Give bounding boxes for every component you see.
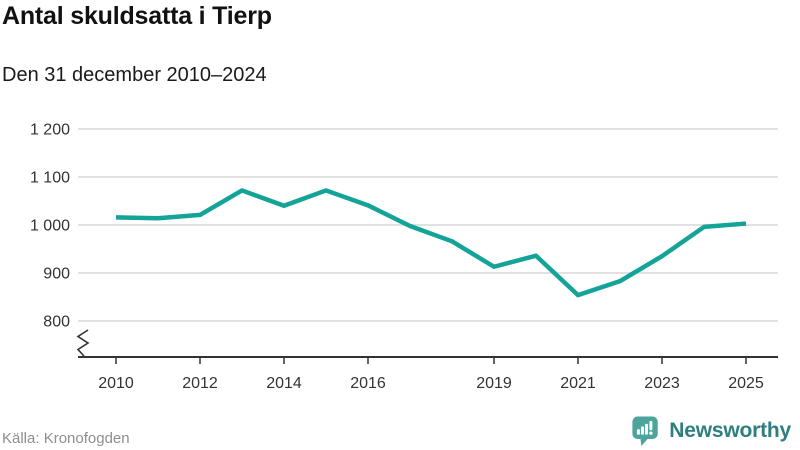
y-tick-label: 900: [43, 266, 70, 283]
chart-subtitle: Den 31 december 2010–2024: [2, 64, 267, 86]
source-label: Källa: Kronofogden: [2, 430, 130, 447]
bar-medium: [641, 426, 645, 435]
x-tick-label: 2019: [476, 375, 512, 392]
x-tick-label: 2012: [182, 375, 218, 392]
x-tick-label: 2010: [98, 375, 134, 392]
newsworthy-speech-bubble-icon: [632, 416, 659, 446]
x-tick-label: 2025: [728, 375, 764, 392]
x-tick-label: 2016: [350, 375, 386, 392]
y-tick-label: 1 000: [30, 218, 70, 235]
page-title: Antal skuldsatta i Tierp: [2, 2, 272, 30]
bar-short: [637, 429, 641, 435]
y-tick-label: 1 100: [30, 170, 70, 187]
x-tick-label: 2023: [644, 375, 680, 392]
x-tick-label: 2014: [266, 375, 302, 392]
y-tick-label: 800: [43, 314, 70, 331]
x-tick-label: 2021: [560, 375, 596, 392]
newsworthy-logo: Newsworthy: [631, 414, 791, 448]
bar-tall: [645, 423, 649, 435]
data-line: [115, 188, 747, 298]
y-tick-label: 1 200: [30, 122, 70, 139]
speech-bubble-tail: [640, 437, 650, 446]
axis-break-icon: [76, 329, 90, 357]
brand-name: Newsworthy: [669, 419, 791, 442]
exclamation-dot: [649, 431, 653, 435]
exclamation-bar: [649, 420, 653, 431]
